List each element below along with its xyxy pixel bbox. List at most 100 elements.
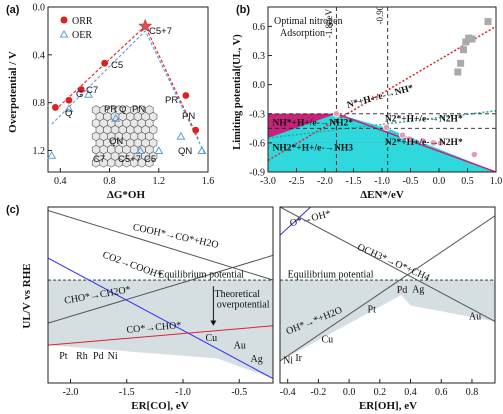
dotted-red-line bbox=[268, 25, 496, 161]
oer-point bbox=[47, 150, 57, 159]
panel-a-point-label: C5+7 bbox=[149, 26, 172, 37]
panel-a-ytick-label: 0.0 bbox=[33, 3, 46, 14]
annot-optimal-1: Optimal nitrogen bbox=[274, 16, 343, 27]
panel-a-xtick-label: 1.6 bbox=[202, 176, 215, 187]
panel-c-right-metal-label: Au bbox=[469, 312, 481, 323]
panel-b-xtick-label: -3.0 bbox=[260, 176, 276, 187]
panel-c-right-xlabel: ER[OH], eV bbox=[359, 400, 417, 412]
oh-h2o-line bbox=[280, 215, 495, 362]
panel-a-frame bbox=[47, 6, 209, 173]
annot-theo-2: overpotential bbox=[217, 299, 270, 310]
panel-c-left-metal-label: Au bbox=[234, 341, 246, 352]
annot-equilibrium-left: Equilibrium potential bbox=[158, 269, 244, 280]
lattice-hex bbox=[107, 158, 116, 168]
oer-point bbox=[64, 104, 74, 113]
panel-c-ticks: -2.0 -1.5 -1.0 -0.5 -0.4 -0.2 0.0 0.2 0.4 0.6 0.8 bbox=[63, 379, 479, 398]
o-oh-blue-line bbox=[280, 207, 312, 236]
annot-n2-n2h-bot: N2*+H+/e-→N2H* bbox=[385, 138, 463, 148]
panel-b-ytick-label: -0.6 bbox=[249, 138, 265, 149]
data-square bbox=[468, 35, 476, 43]
panel-c-left-frame bbox=[47, 206, 274, 384]
data-circle bbox=[437, 139, 445, 147]
panel-a-point-label: PN bbox=[182, 111, 195, 122]
data-square bbox=[462, 38, 470, 46]
co-cho-line bbox=[48, 325, 273, 346]
panel-c-left-xlabel: ER[CO], eV bbox=[131, 400, 188, 412]
panel-a-ytick-label: 0.8 bbox=[33, 98, 46, 109]
legend-orr-marker bbox=[60, 16, 68, 24]
och3-line bbox=[280, 207, 495, 322]
panel-b-xtick-label: 0.5 bbox=[461, 176, 474, 187]
panel-c-right-xtick-label: 0.2 bbox=[374, 387, 387, 398]
panel-b-ytick-label: 0.3 bbox=[253, 51, 266, 62]
panel-c-left-xtick-label: -0.5 bbox=[231, 387, 247, 398]
panel-b-xtick-label: -0.5 bbox=[403, 176, 419, 187]
annot-optimal-2: Adsorption bbox=[280, 28, 325, 39]
data-circle bbox=[398, 131, 407, 139]
panel-b-ylabel: Limiting potential(UL, V) bbox=[232, 34, 243, 150]
panel-c-left-xtick-label: -2.0 bbox=[63, 387, 79, 398]
panel-a-point-label: PR bbox=[165, 95, 178, 106]
panel-a-ylabel: Overpotential / V bbox=[7, 51, 19, 133]
panel-a-ytick-label: 1.2 bbox=[33, 146, 46, 157]
annot-o-oh: O*→OH* bbox=[289, 209, 332, 230]
panel-b: (b) -1.80eV -0.90eV NH*+H+/e-→NH2* N*+H+/e-… bbox=[232, 0, 502, 201]
data-square bbox=[460, 46, 468, 54]
panel-a-xtick-label: 0.8 bbox=[103, 176, 116, 187]
data-circle bbox=[405, 135, 413, 143]
panel-c-right-metal-label: Pd bbox=[397, 285, 408, 296]
oer-point bbox=[197, 146, 207, 154]
panel-c-right-metal-label: Ni bbox=[283, 356, 293, 367]
panel-b-xlabel: ΔEN*/eV bbox=[360, 189, 404, 201]
lattice-hex bbox=[145, 158, 154, 168]
panel-c-right-xtick-label: 0.6 bbox=[435, 387, 448, 398]
annot-090: -0.90eV bbox=[375, 0, 385, 24]
solid-line bbox=[336, 113, 496, 172]
panel-c-left-xtick-label: -1.0 bbox=[175, 387, 191, 398]
panel-b-xtick-label: -1.5 bbox=[346, 176, 362, 187]
data-square bbox=[484, 18, 492, 26]
oer-point bbox=[111, 113, 121, 122]
orr-point bbox=[51, 104, 59, 111]
panel-a: (a) 0.4 0.8 1.2 1.60.00.40.81.2 QG C7C5C5+7P… bbox=[6, 3, 214, 202]
annot-n2-n2h-top: N2*+H+/e-→N2H* bbox=[385, 115, 463, 125]
annot-theo-1: Theoretical bbox=[215, 289, 261, 300]
panel-c-tag: (c) bbox=[6, 204, 20, 216]
legend-orr-label: ORR bbox=[72, 16, 93, 27]
panel-a-point-label: Q bbox=[65, 108, 72, 119]
panel-a-tag: (a) bbox=[6, 4, 20, 16]
panel-a-point-label: C7 bbox=[86, 85, 98, 96]
panel-c-left-metal-label: Pd bbox=[93, 351, 104, 362]
orr-point bbox=[65, 96, 73, 104]
data-square bbox=[454, 68, 462, 76]
panel-c-right-xtick-label: 0.8 bbox=[466, 387, 479, 398]
panel-c-right-metal-label: Ag bbox=[412, 284, 424, 295]
oer-point bbox=[176, 131, 186, 140]
legend-oer-marker bbox=[59, 30, 69, 38]
panel-c-left-metal-label: Ni bbox=[108, 351, 118, 362]
cooh-co-line bbox=[48, 210, 273, 281]
panel-c-right-xtick-label: -0.2 bbox=[310, 387, 326, 398]
panel-a-point-label: QN bbox=[109, 136, 123, 147]
right-shaded-region bbox=[280, 280, 495, 361]
annot-nh-nh2: NH*+H+/e-→NH2* bbox=[273, 118, 354, 128]
panel-c-right-xtick-label: 0.0 bbox=[343, 387, 356, 398]
panel-b-xtick-label: -2.0 bbox=[317, 176, 333, 187]
panel-c-right-xtick-label: -0.4 bbox=[280, 387, 296, 398]
annot-co-cho: CO*→CHO* bbox=[126, 320, 182, 336]
panel-c-left-metal-label: Ag bbox=[251, 354, 263, 365]
panel-c-right-metal-label: Pt bbox=[368, 305, 377, 316]
graphene-lattice bbox=[91, 105, 158, 168]
c5-7-star bbox=[138, 18, 153, 33]
annot-co2-cooh: CO2→COOH* bbox=[101, 250, 163, 282]
panel-a-xtick-label: 0.4 bbox=[54, 176, 67, 187]
panel-c-right-metal-label: Cu bbox=[321, 335, 333, 346]
panel-b-tag: (b) bbox=[236, 4, 250, 16]
panel-b-ticks: -3.0 -2.5 -2.0 -1.5 -1.0 -0.5 0.0 0.5 1.0 -0.9 -0.… bbox=[249, 22, 502, 187]
panel-a-xlabel: ΔG*OH bbox=[107, 189, 146, 201]
data-circle bbox=[429, 139, 437, 147]
panel-c-right-xtick-label: 0.4 bbox=[404, 387, 417, 398]
